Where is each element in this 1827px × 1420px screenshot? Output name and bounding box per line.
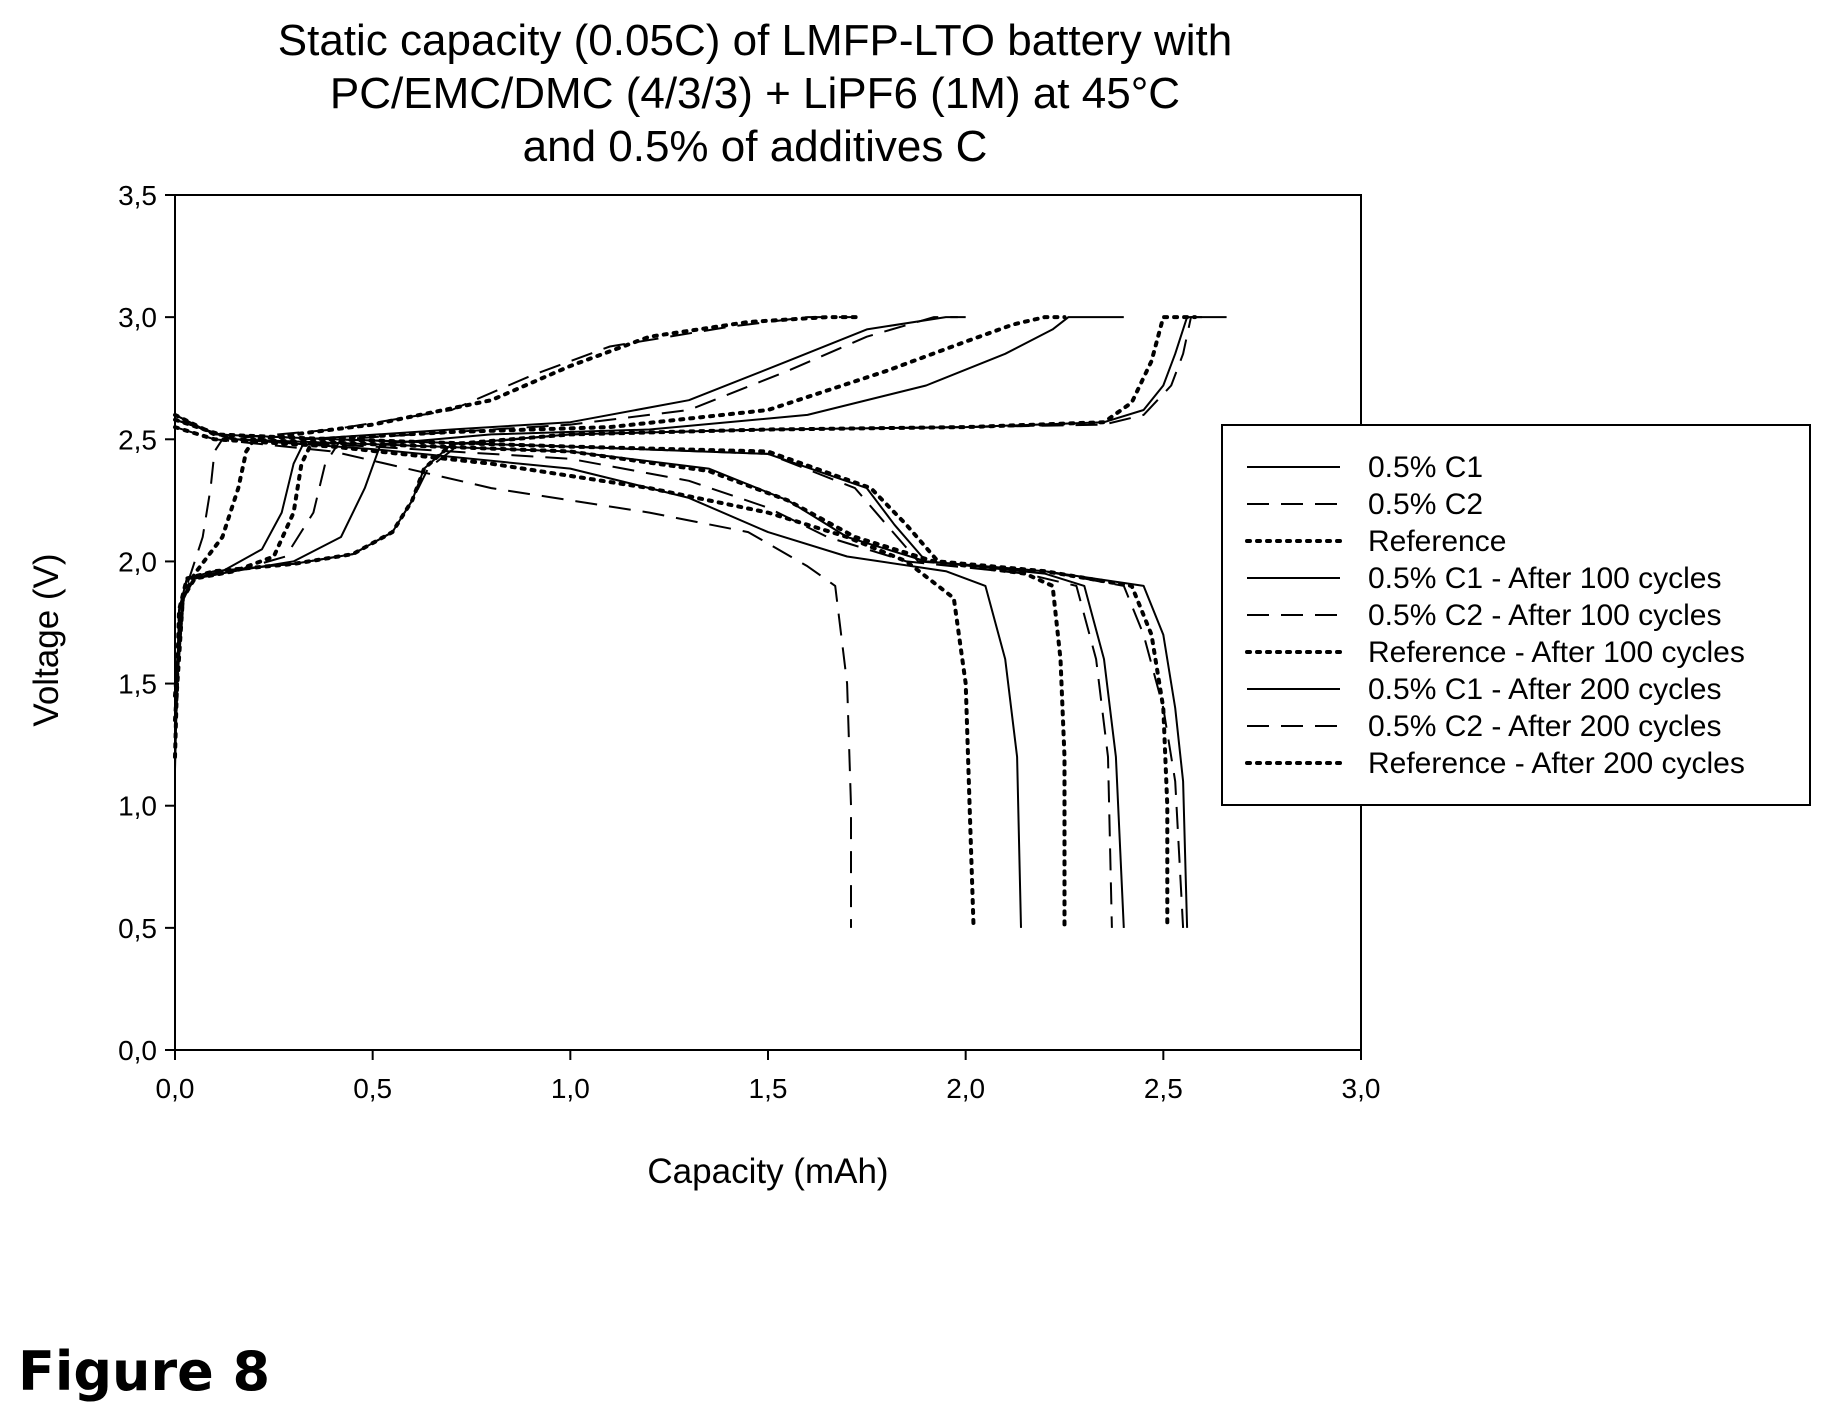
- legend-label: 0.5% C2 - After 200 cycles: [1368, 710, 1722, 743]
- x-tick-label: 0,0: [156, 1073, 195, 1104]
- y-tick-label: 0,0: [118, 1035, 157, 1066]
- series-line-charge: [174, 316, 966, 684]
- chart-title-line-3: and 0.5% of additives C: [523, 122, 988, 171]
- y-tick-label: 0,5: [118, 913, 157, 944]
- legend-label: 0.5% C1 - After 200 cycles: [1368, 673, 1722, 706]
- series-line-charge: [174, 316, 855, 684]
- chart-title: Static capacity (0.05C) of LMFP-LTO batt…: [278, 16, 1233, 171]
- series-7: [174, 316, 1022, 928]
- y-axis-ticks: 0,0 0,5 1,0 1,5 2,0 2,5 3,0 3,5: [118, 180, 175, 1066]
- y-tick-label: 2,0: [118, 546, 157, 577]
- x-tick-label: 1,0: [551, 1073, 590, 1104]
- series-4: [174, 316, 1125, 928]
- legend-label: Reference: [1368, 525, 1506, 558]
- legend-label: 0.5% C1: [1368, 451, 1483, 484]
- x-tick-label: 0,5: [353, 1073, 392, 1104]
- series-layer: [173, 315, 1227, 930]
- x-tick-label: 2,0: [946, 1073, 985, 1104]
- x-axis-title: Capacity (mAh): [647, 1152, 888, 1191]
- series-1: [174, 316, 1227, 928]
- y-tick-label: 3,0: [118, 302, 157, 333]
- x-tick-label: 2,5: [1144, 1073, 1183, 1104]
- chart-title-line-2: PC/EMC/DMC (4/3/3) + LiPF6 (1M) at 45°C: [330, 69, 1180, 118]
- chart-title-line-1: Static capacity (0.05C) of LMFP-LTO batt…: [278, 16, 1233, 65]
- series-line-charge: [173, 315, 1067, 723]
- series-line-discharge: [174, 414, 1185, 928]
- y-tick-label: 1,5: [118, 669, 157, 700]
- legend-label: 0.5% C1 - After 100 cycles: [1368, 562, 1722, 595]
- y-tick-label: 1,0: [118, 791, 157, 822]
- series-line-discharge: [174, 418, 1125, 928]
- legend: 0.5% C1 0.5% C2 Reference 0.5% C1 - After 1…: [1221, 424, 1811, 806]
- series-3: [173, 315, 1197, 930]
- series-line-discharge: [174, 418, 1022, 928]
- series-line-discharge: [173, 412, 1170, 930]
- y-tick-label: 3,5: [118, 180, 157, 211]
- legend-label: Reference - After 200 cycles: [1368, 747, 1745, 780]
- series-2: [174, 316, 1211, 928]
- x-axis-ticks: 0,0 0,5 1,0 1,5 2,0 2,5 3,0: [156, 1050, 1381, 1104]
- y-axis-title: Voltage (V): [27, 553, 66, 726]
- series-line-discharge: [174, 414, 1189, 928]
- series-line-discharge: [173, 425, 976, 930]
- series-line-discharge: [173, 417, 1067, 930]
- series-line-charge: [174, 316, 1227, 770]
- legend-label: Reference - After 100 cycles: [1368, 636, 1745, 669]
- legend-label: 0.5% C2: [1368, 488, 1483, 521]
- series-6: [173, 315, 1067, 930]
- series-8: [174, 316, 855, 928]
- series-line-charge: [174, 316, 958, 709]
- x-tick-label: 3,0: [1342, 1073, 1381, 1104]
- x-tick-label: 1,5: [749, 1073, 788, 1104]
- legend-label: 0.5% C2 - After 100 cycles: [1368, 599, 1722, 632]
- figure-label: Figure 8: [18, 1340, 270, 1403]
- series-line-charge: [174, 316, 1211, 757]
- y-tick-label: 2,5: [118, 424, 157, 455]
- series-line-charge: [173, 315, 1197, 759]
- series-line-charge: [173, 315, 861, 698]
- series-line-discharge: [174, 426, 852, 928]
- series-9: [173, 315, 976, 930]
- series-line-discharge: [174, 418, 1113, 928]
